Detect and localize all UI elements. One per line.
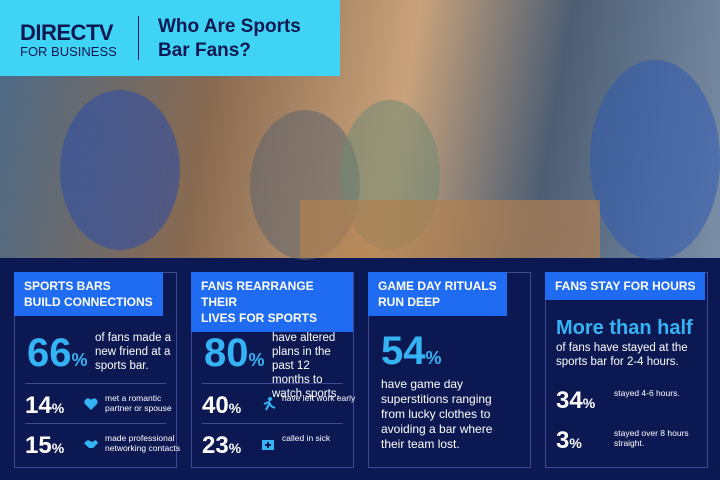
row-value: 40 [202, 392, 229, 419]
stat-row: 15% made professional networking contacts [25, 423, 180, 462]
icon [260, 436, 276, 457]
row-value: 23 [202, 432, 229, 459]
stat-card: GAME DAY RITUALS RUN DEEP 54% have game day… [368, 272, 531, 468]
row-text: stayed 4-6 hours. [614, 388, 680, 398]
row-stat: 34% [556, 387, 595, 415]
header: DIRECTV FOR BUSINESS Who Are Sports Bar … [0, 0, 340, 76]
card-label: GAME DAY RITUALS RUN DEEP [368, 272, 507, 316]
row-unit: % [51, 400, 65, 416]
main-stat: 66% [27, 333, 88, 380]
main-stat: 54% [381, 331, 442, 378]
stat-card: FANS STAY FOR HOURS More than half of fans… [545, 272, 708, 468]
row-value: 3 [556, 427, 570, 454]
row-text: called in sick [282, 433, 331, 443]
title: Who Are Sports Bar Fans? [158, 16, 301, 61]
card-label-line: FANS REARRANGE THEIR [201, 279, 314, 309]
row-stat: 40% [202, 392, 241, 420]
stat-row: 23% called in sick [202, 423, 343, 462]
main-value: 66 [27, 331, 72, 375]
photo-figure [590, 60, 720, 260]
row-text: stayed over 8 hours straight. [614, 428, 689, 448]
main-value: 80 [204, 331, 249, 375]
row-stat: 15% [25, 432, 64, 460]
card-label-line: SPORTS BARS [24, 279, 111, 293]
row-unit: % [228, 440, 242, 456]
photo-bar-counter [300, 200, 600, 258]
icon-medkit [262, 440, 274, 450]
stat-card: SPORTS BARS BUILD CONNECTIONS 66% of fans m… [14, 272, 180, 468]
icon-heart [84, 398, 98, 410]
row-value: 14 [25, 392, 52, 419]
row-unit: % [582, 395, 596, 411]
card-label-line: LIVES FOR SPORTS [201, 311, 318, 325]
photo [0, 0, 720, 260]
logo-sub: FOR BUSINESS [20, 44, 117, 59]
row-unit: % [51, 440, 65, 456]
stat-card: FANS REARRANGE THEIR LIVES FOR SPORTS 80% h… [191, 272, 355, 468]
row-stat: 3% [556, 427, 582, 455]
row-text: met a romantic partner or spouse [105, 393, 172, 413]
row-stat: 14% [25, 392, 64, 420]
icon [260, 396, 276, 417]
row-unit: % [228, 400, 242, 416]
card-label-line: BUILD CONNECTIONS [24, 295, 153, 309]
main-text: of fans made a new friend at a sports ba… [95, 332, 172, 372]
stat-row: 40% have left work early [202, 383, 355, 422]
card-label: FANS REARRANGE THEIR LIVES FOR SPORTS [191, 272, 353, 332]
main-unit: % [71, 350, 88, 370]
stat-row: 34% stayed 4-6 hours. [556, 379, 697, 417]
row-text: have left work early [282, 393, 356, 403]
card-label: SPORTS BARS BUILD CONNECTIONS [14, 272, 163, 316]
row-value: 34 [556, 387, 583, 414]
row-value: 15 [25, 432, 52, 459]
stat-row: 3% stayed over 8 hours straight. [556, 419, 697, 457]
card-label-line: RUN DEEP [378, 295, 441, 309]
logo: DIRECTV [20, 20, 114, 45]
stat-row: 14% met a romantic partner or spouse [25, 383, 172, 422]
main-text: of fans have stayed at the sports bar fo… [556, 342, 688, 368]
row-text: made professional networking contacts [105, 433, 181, 453]
headline: More than half [556, 317, 693, 339]
card-label: FANS STAY FOR HOURS [545, 272, 706, 300]
main-stat: 80% [204, 333, 265, 380]
icon-run [263, 397, 276, 411]
icon [83, 436, 99, 457]
divider [138, 16, 139, 60]
icon [83, 396, 99, 417]
photo-figure [60, 90, 180, 250]
card-label-line: GAME DAY RITUALS [378, 279, 497, 293]
main-unit: % [425, 348, 442, 368]
main-unit: % [248, 350, 265, 370]
main-text: have game day superstitions ranging from… [381, 377, 493, 451]
row-unit: % [569, 435, 582, 451]
icon-handshake [84, 440, 98, 448]
main-value: 54 [381, 329, 426, 373]
row-stat: 23% [202, 432, 241, 460]
card-label-line: FANS STAY FOR HOURS [555, 279, 696, 293]
